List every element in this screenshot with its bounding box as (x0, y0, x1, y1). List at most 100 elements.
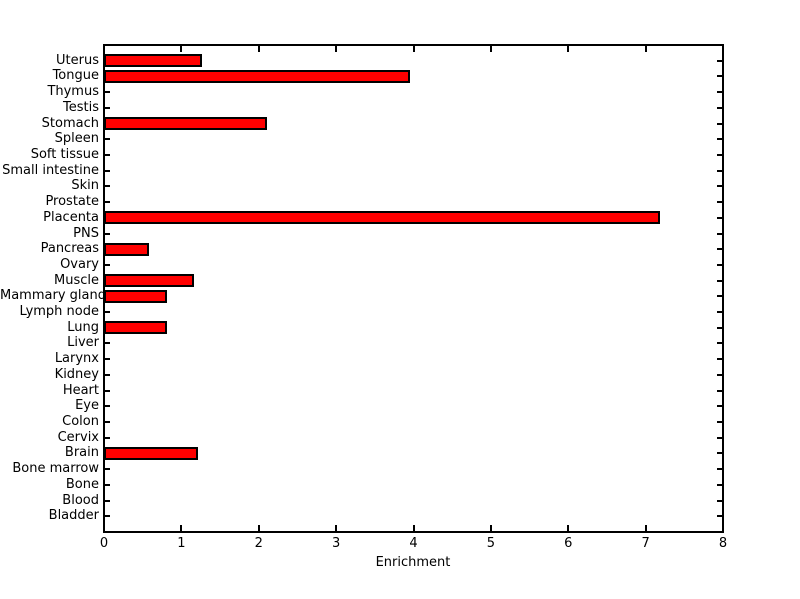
x-tick-top (180, 46, 183, 52)
x-tick-bottom (180, 525, 183, 531)
y-tick-label: Soft tissue (30, 146, 99, 162)
y-tick-label: Pancreas (40, 241, 99, 257)
x-tick-bottom (644, 525, 647, 531)
y-tick-label: Kidney (54, 366, 99, 382)
x-tick-top (644, 46, 647, 52)
y-tick-right (717, 515, 722, 518)
y-tick-right (717, 373, 722, 376)
y-tick-label: Uterus (56, 52, 99, 68)
y-tick-right (717, 169, 722, 172)
y-tick-right (717, 279, 722, 282)
axis-box-right (722, 44, 724, 533)
y-tick-label: Colon (62, 414, 99, 430)
y-tick-label: Bladder (48, 508, 99, 524)
y-tick-label: Mammary gland (0, 288, 106, 304)
y-tick-right (717, 436, 722, 439)
y-tick-label: Thymus (47, 84, 99, 100)
y-tick-label: Tongue (52, 68, 99, 84)
x-tick-bottom (103, 525, 105, 531)
x-tick-top (412, 46, 415, 52)
y-tick-label: Small intestine (2, 162, 99, 178)
y-tick-left (105, 499, 110, 502)
y-tick-right (717, 295, 722, 298)
y-tick-left (105, 436, 110, 439)
y-tick-label: Spleen (54, 131, 99, 147)
y-tick-label: Bone (65, 476, 99, 492)
y-tick-right (717, 358, 722, 361)
bar-lung (104, 321, 167, 335)
y-tick-label: Larynx (54, 351, 99, 367)
y-tick-left (105, 138, 110, 141)
y-tick-label: Stomach (41, 115, 99, 131)
x-tick-label: 0 (99, 536, 109, 551)
y-tick-right (717, 122, 722, 125)
y-tick-right (717, 185, 722, 188)
x-tick-label: 2 (254, 536, 263, 551)
y-tick-right (717, 452, 722, 455)
x-tick-bottom (412, 525, 415, 531)
axis-box-left (103, 44, 105, 533)
y-tick-left (105, 91, 110, 94)
y-tick-left (105, 515, 110, 518)
y-tick-label: Liver (67, 335, 99, 351)
x-tick-top (489, 46, 492, 52)
y-tick-right (717, 153, 722, 156)
y-tick-right (717, 483, 722, 486)
y-tick-label: Skin (71, 178, 99, 194)
y-tick-right (717, 405, 722, 408)
x-tick-label: 8 (718, 536, 728, 551)
y-tick-label: Heart (62, 382, 99, 398)
x-tick-bottom (722, 525, 724, 531)
bar-pancreas (104, 242, 149, 256)
y-tick-label: Placenta (43, 209, 99, 225)
y-tick-right (717, 59, 722, 62)
y-tick-left (105, 373, 110, 376)
y-tick-right (717, 326, 722, 329)
y-tick-left (105, 169, 110, 172)
y-tick-left (105, 153, 110, 156)
y-tick-left (105, 263, 110, 266)
y-tick-right (717, 342, 722, 345)
bar-muscle (104, 274, 194, 288)
x-tick-top (722, 46, 724, 52)
y-tick-label: Brain (64, 445, 99, 461)
bar-stomach (104, 117, 268, 131)
y-tick-right (717, 468, 722, 471)
y-tick-right (717, 311, 722, 314)
y-tick-right (717, 106, 722, 109)
y-tick-left (105, 185, 110, 188)
y-tick-left (105, 358, 110, 361)
x-tick-bottom (257, 525, 260, 531)
y-tick-left (105, 106, 110, 109)
y-tick-label: Eye (75, 398, 99, 414)
y-tick-label: Cervix (57, 429, 99, 445)
y-tick-left (105, 232, 110, 235)
y-tick-left (105, 483, 110, 486)
y-tick-left (105, 311, 110, 314)
y-tick-label: Muscle (54, 272, 99, 288)
y-tick-label: PNS (73, 225, 99, 241)
x-tick-label: 1 (177, 536, 186, 551)
y-tick-left (105, 342, 110, 345)
y-tick-left (105, 389, 110, 392)
x-tick-label: 5 (486, 536, 496, 551)
y-tick-right (717, 201, 722, 204)
y-tick-label: Lymph node (19, 304, 99, 320)
y-tick-label: Testis (63, 99, 99, 115)
y-tick-label: Prostate (45, 194, 99, 210)
x-tick-bottom (567, 525, 570, 531)
x-axis-title: Enrichment (375, 555, 451, 570)
bar-brain (104, 446, 199, 460)
y-tick-right (717, 216, 722, 219)
y-tick-left (105, 201, 110, 204)
y-tick-right (717, 248, 722, 251)
bar-tongue (104, 69, 410, 83)
y-tick-right (717, 75, 722, 78)
y-tick-label: Lung (67, 319, 99, 335)
bar-placenta (104, 211, 660, 225)
bar-uterus (104, 54, 203, 68)
axis-box-bottom (103, 531, 724, 533)
y-tick-right (717, 232, 722, 235)
y-tick-right (717, 138, 722, 141)
bar-mammary-gland (104, 289, 167, 303)
